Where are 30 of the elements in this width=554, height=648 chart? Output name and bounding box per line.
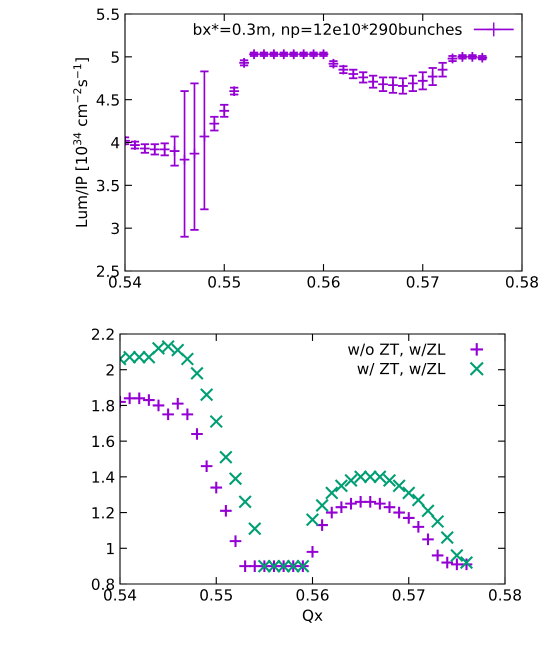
y-tick-label: 2.5 [96, 265, 119, 278]
x-tick-label: 0.57 [406, 276, 438, 288]
y-tick-label: 3.5 [97, 180, 119, 192]
legend-label: w/o ZT, w/ZL [348, 344, 446, 357]
x-tick-label: 0.56 [308, 276, 340, 288]
y-tick-label: 2.2 [92, 328, 114, 340]
y-tick-label: 5.5 [97, 8, 119, 20]
x-tick-label: 0.55 [200, 589, 232, 601]
y-tick-label: 4.5 [96, 94, 119, 106]
x-tick-label: 0.57 [392, 589, 424, 601]
y-tick-label: 1.4 [92, 472, 114, 483]
y-tick-label: 3 [112, 222, 119, 234]
y-tick-label: 1.8 [92, 400, 114, 412]
x-tick-label: 0.54 [109, 276, 142, 288]
x-tick-label: 0.58 [489, 589, 521, 601]
y-tick-label: 0.8 [92, 578, 114, 590]
y-tick-label: 1 [107, 542, 114, 554]
y-tick-label: 4 [111, 137, 120, 148]
legend-label: bx*=0.3m, np=12e10*290bunches [194, 23, 462, 38]
x-tick-label: 0.58 [506, 276, 538, 288]
y-axis-title: Lum/IP [10$^{34}$ cm$^{−2}$s$^{−1}$] [73, 58, 90, 227]
y-tick-label: 1.6 [92, 436, 114, 448]
x-tick-label: 0.55 [208, 276, 240, 288]
x-axis-title: Qx [302, 609, 323, 623]
y-tick-label: 5 [112, 52, 119, 63]
legend-label: w/ ZT, w/ZL [357, 363, 446, 376]
x-tick-label: 0.54 [104, 589, 136, 601]
y-tick-label: 1.2 [92, 507, 114, 518]
y-tick-label: 2 [106, 364, 114, 376]
x-tick-label: 0.56 [296, 589, 329, 601]
